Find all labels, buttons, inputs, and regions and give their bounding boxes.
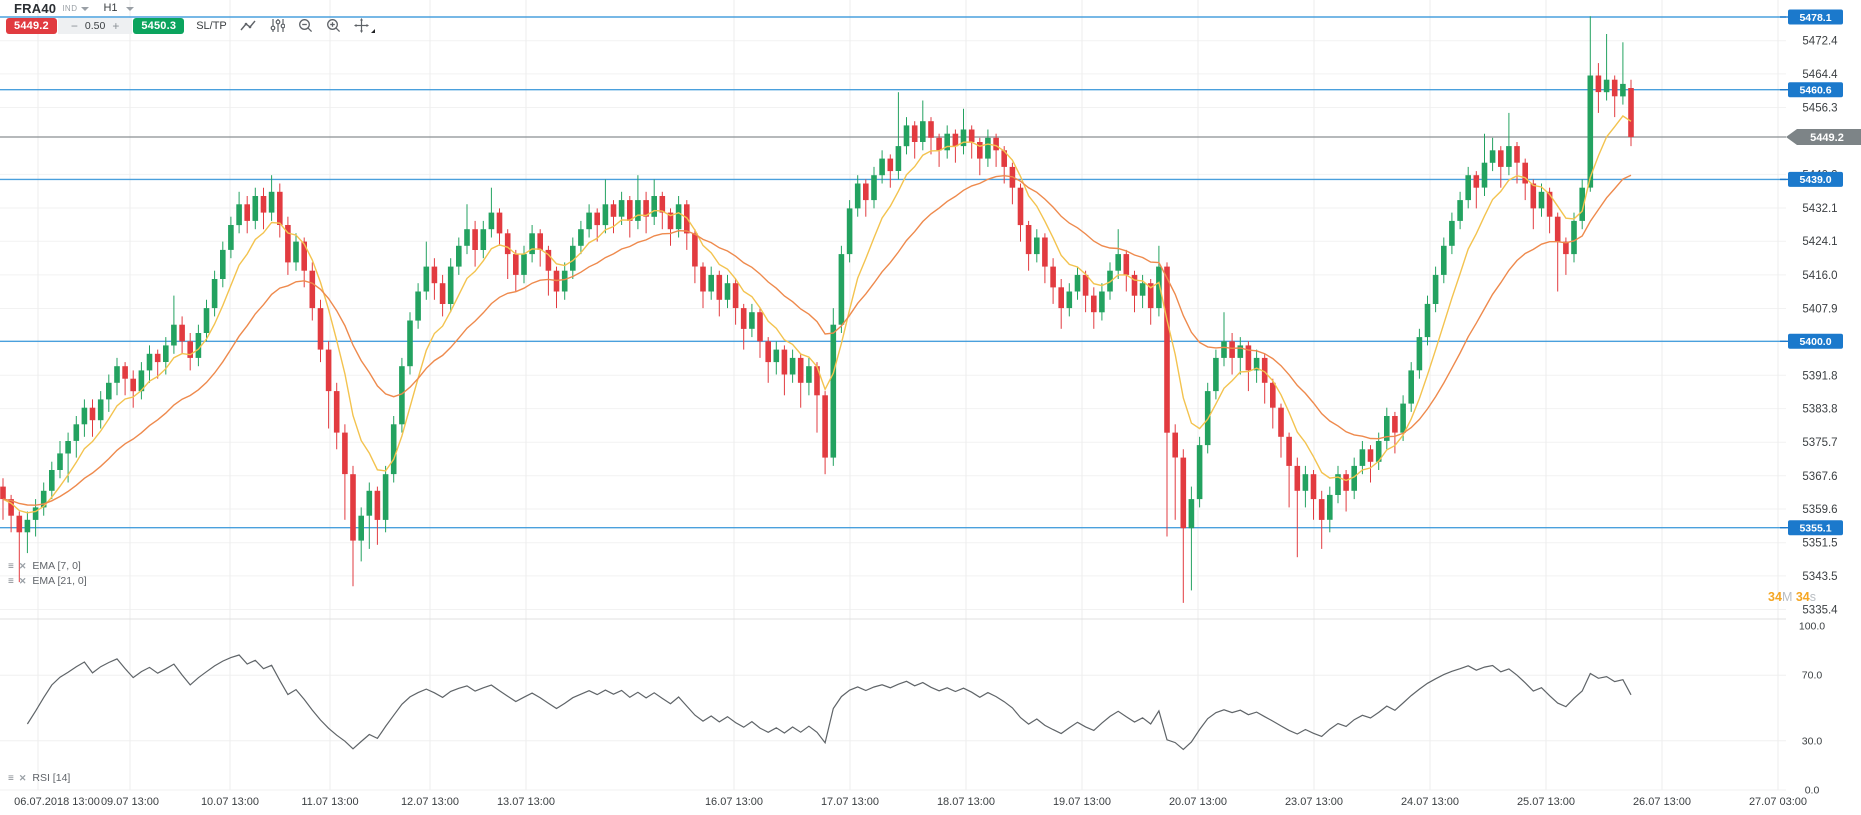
svg-text:5355.1: 5355.1 [1799, 523, 1831, 535]
svg-text:5460.6: 5460.6 [1799, 85, 1831, 97]
svg-text:23.07 13:00: 23.07 13:00 [1285, 796, 1343, 808]
svg-text:5432.1: 5432.1 [1802, 203, 1837, 215]
spread-value: 0.50 [84, 19, 106, 32]
zoom-out-icon[interactable] [298, 18, 313, 33]
svg-text:5375.7: 5375.7 [1802, 437, 1837, 449]
chevron-down-icon[interactable] [81, 7, 90, 11]
svg-text:24.07 13:00: 24.07 13:00 [1401, 796, 1459, 808]
spread-decrease-button[interactable]: − [70, 18, 78, 33]
close-icon[interactable]: ✕ [18, 560, 27, 571]
svg-text:18.07 13:00: 18.07 13:00 [937, 796, 995, 808]
svg-text:5449.2: 5449.2 [1810, 132, 1844, 144]
svg-text:5456.3: 5456.3 [1802, 103, 1837, 115]
menu-icon[interactable]: ≡ [8, 560, 14, 572]
close-icon[interactable]: ✕ [18, 575, 27, 586]
current-price-tag [1786, 129, 1861, 145]
instrument-row: FRA40 IND H1 [14, 0, 138, 16]
instrument-type-badge: IND [62, 3, 78, 13]
svg-text:16.07 13:00: 16.07 13:00 [705, 796, 763, 808]
svg-text:5391.8: 5391.8 [1802, 370, 1837, 382]
menu-icon[interactable]: ≡ [8, 772, 14, 784]
svg-text:27.07 03:00: 27.07 03:00 [1749, 796, 1807, 808]
svg-text:5407.9: 5407.9 [1802, 304, 1837, 316]
svg-text:30.0: 30.0 [1802, 735, 1823, 747]
sell-button[interactable]: 5449.2 [6, 17, 57, 34]
rsi-line[interactable] [26, 654, 1632, 751]
svg-text:19.07 13:00: 19.07 13:00 [1053, 796, 1111, 808]
time-axis[interactable]: 06.07.2018 13:00 09.07 13:00 10.07 13:00 11… [14, 796, 1807, 808]
svg-text:20.07 13:00: 20.07 13:00 [1169, 796, 1227, 808]
chevron-down-icon[interactable] [125, 7, 134, 11]
indicators-icon[interactable] [270, 18, 285, 33]
svg-text:10.07 13:00: 10.07 13:00 [201, 796, 259, 808]
svg-text:13.07 13:00: 13.07 13:00 [497, 796, 555, 808]
ema-fast-label: EMA [7, 0] [32, 560, 81, 572]
rsi-label: RSI [14] [32, 772, 71, 784]
ema-slow-label: EMA [21, 0] [32, 575, 87, 587]
svg-text:5343.5: 5343.5 [1802, 571, 1837, 583]
svg-text:11.07 13:00: 11.07 13:00 [301, 796, 358, 808]
svg-text:5351.5: 5351.5 [1802, 538, 1837, 550]
pan-move-icon[interactable] [353, 18, 369, 33]
ema-fast-line[interactable] [2, 115, 1632, 514]
svg-text:17.07 13:00: 17.07 13:00 [821, 796, 879, 808]
svg-text:12.07 13:00: 12.07 13:00 [401, 796, 459, 808]
svg-text:5383.8: 5383.8 [1802, 404, 1837, 416]
svg-text:26.07 13:00: 26.07 13:00 [1633, 796, 1691, 808]
ema-slow-legend: ≡ ✕ EMA [21, 0] [8, 575, 87, 587]
candle-countdown: 34M 34s [1768, 590, 1816, 604]
price-level-tags: 5478.1 5460.6 5439.0 5400.0 5355.1 5449.2 [1780, 9, 1861, 536]
svg-text:0.0: 0.0 [1805, 785, 1820, 797]
ema-slow-line[interactable] [2, 174, 1632, 506]
line-chart-icon[interactable] [240, 19, 257, 33]
svg-text:09.07 13:00: 09.07 13:00 [101, 796, 159, 808]
countdown-minutes: 34 [1768, 590, 1782, 604]
time-gridlines [37, 0, 1779, 790]
svg-text:06.07.2018 13:00: 06.07.2018 13:00 [14, 796, 100, 808]
svg-text:5359.6: 5359.6 [1802, 504, 1837, 516]
sltp-button[interactable]: SL/TP [196, 19, 227, 32]
svg-text:5464.4: 5464.4 [1802, 69, 1838, 81]
candlestick-series[interactable] [0, 16, 1634, 603]
svg-text:5478.1: 5478.1 [1799, 12, 1831, 24]
svg-text:5400.0: 5400.0 [1799, 336, 1831, 348]
rsi-legend: ≡ ✕ RSI [14] [8, 772, 70, 784]
ema-fast-legend: ≡ ✕ EMA [7, 0] [8, 560, 81, 572]
svg-text:5424.1: 5424.1 [1802, 236, 1837, 248]
svg-text:25.07 13:00: 25.07 13:00 [1517, 796, 1575, 808]
rsi-axis[interactable]: 100.0 70.0 30.0 0.0 [1799, 621, 1825, 797]
svg-text:100.0: 100.0 [1799, 621, 1825, 633]
svg-text:70.0: 70.0 [1802, 670, 1823, 682]
zoom-in-icon[interactable] [326, 18, 341, 33]
dealing-row: 5449.2 −0.50 + 5450.3 SL/TP [6, 17, 375, 34]
svg-text:5335.4: 5335.4 [1802, 605, 1838, 617]
svg-text:5439.0: 5439.0 [1799, 174, 1831, 186]
instrument-symbol[interactable]: FRA40 [14, 0, 57, 16]
spread-stepper: −0.50 + [57, 17, 133, 34]
rsi-pane-grid [0, 618, 1786, 791]
price-gridlines [0, 40, 1786, 610]
price-level-lines[interactable] [0, 16, 1786, 529]
menu-icon[interactable]: ≡ [8, 575, 14, 587]
spread-increase-button[interactable]: + [112, 18, 120, 33]
svg-text:5472.4: 5472.4 [1802, 36, 1838, 48]
tool-options-corner-marker[interactable] [370, 28, 375, 33]
countdown-seconds: 34 [1795, 590, 1810, 604]
buy-button[interactable]: 5450.3 [133, 17, 185, 34]
svg-text:5416.0: 5416.0 [1802, 270, 1837, 282]
timeframe-selector[interactable]: H1 [103, 2, 118, 14]
close-icon[interactable]: ✕ [18, 772, 27, 783]
svg-text:5367.6: 5367.6 [1802, 471, 1837, 483]
